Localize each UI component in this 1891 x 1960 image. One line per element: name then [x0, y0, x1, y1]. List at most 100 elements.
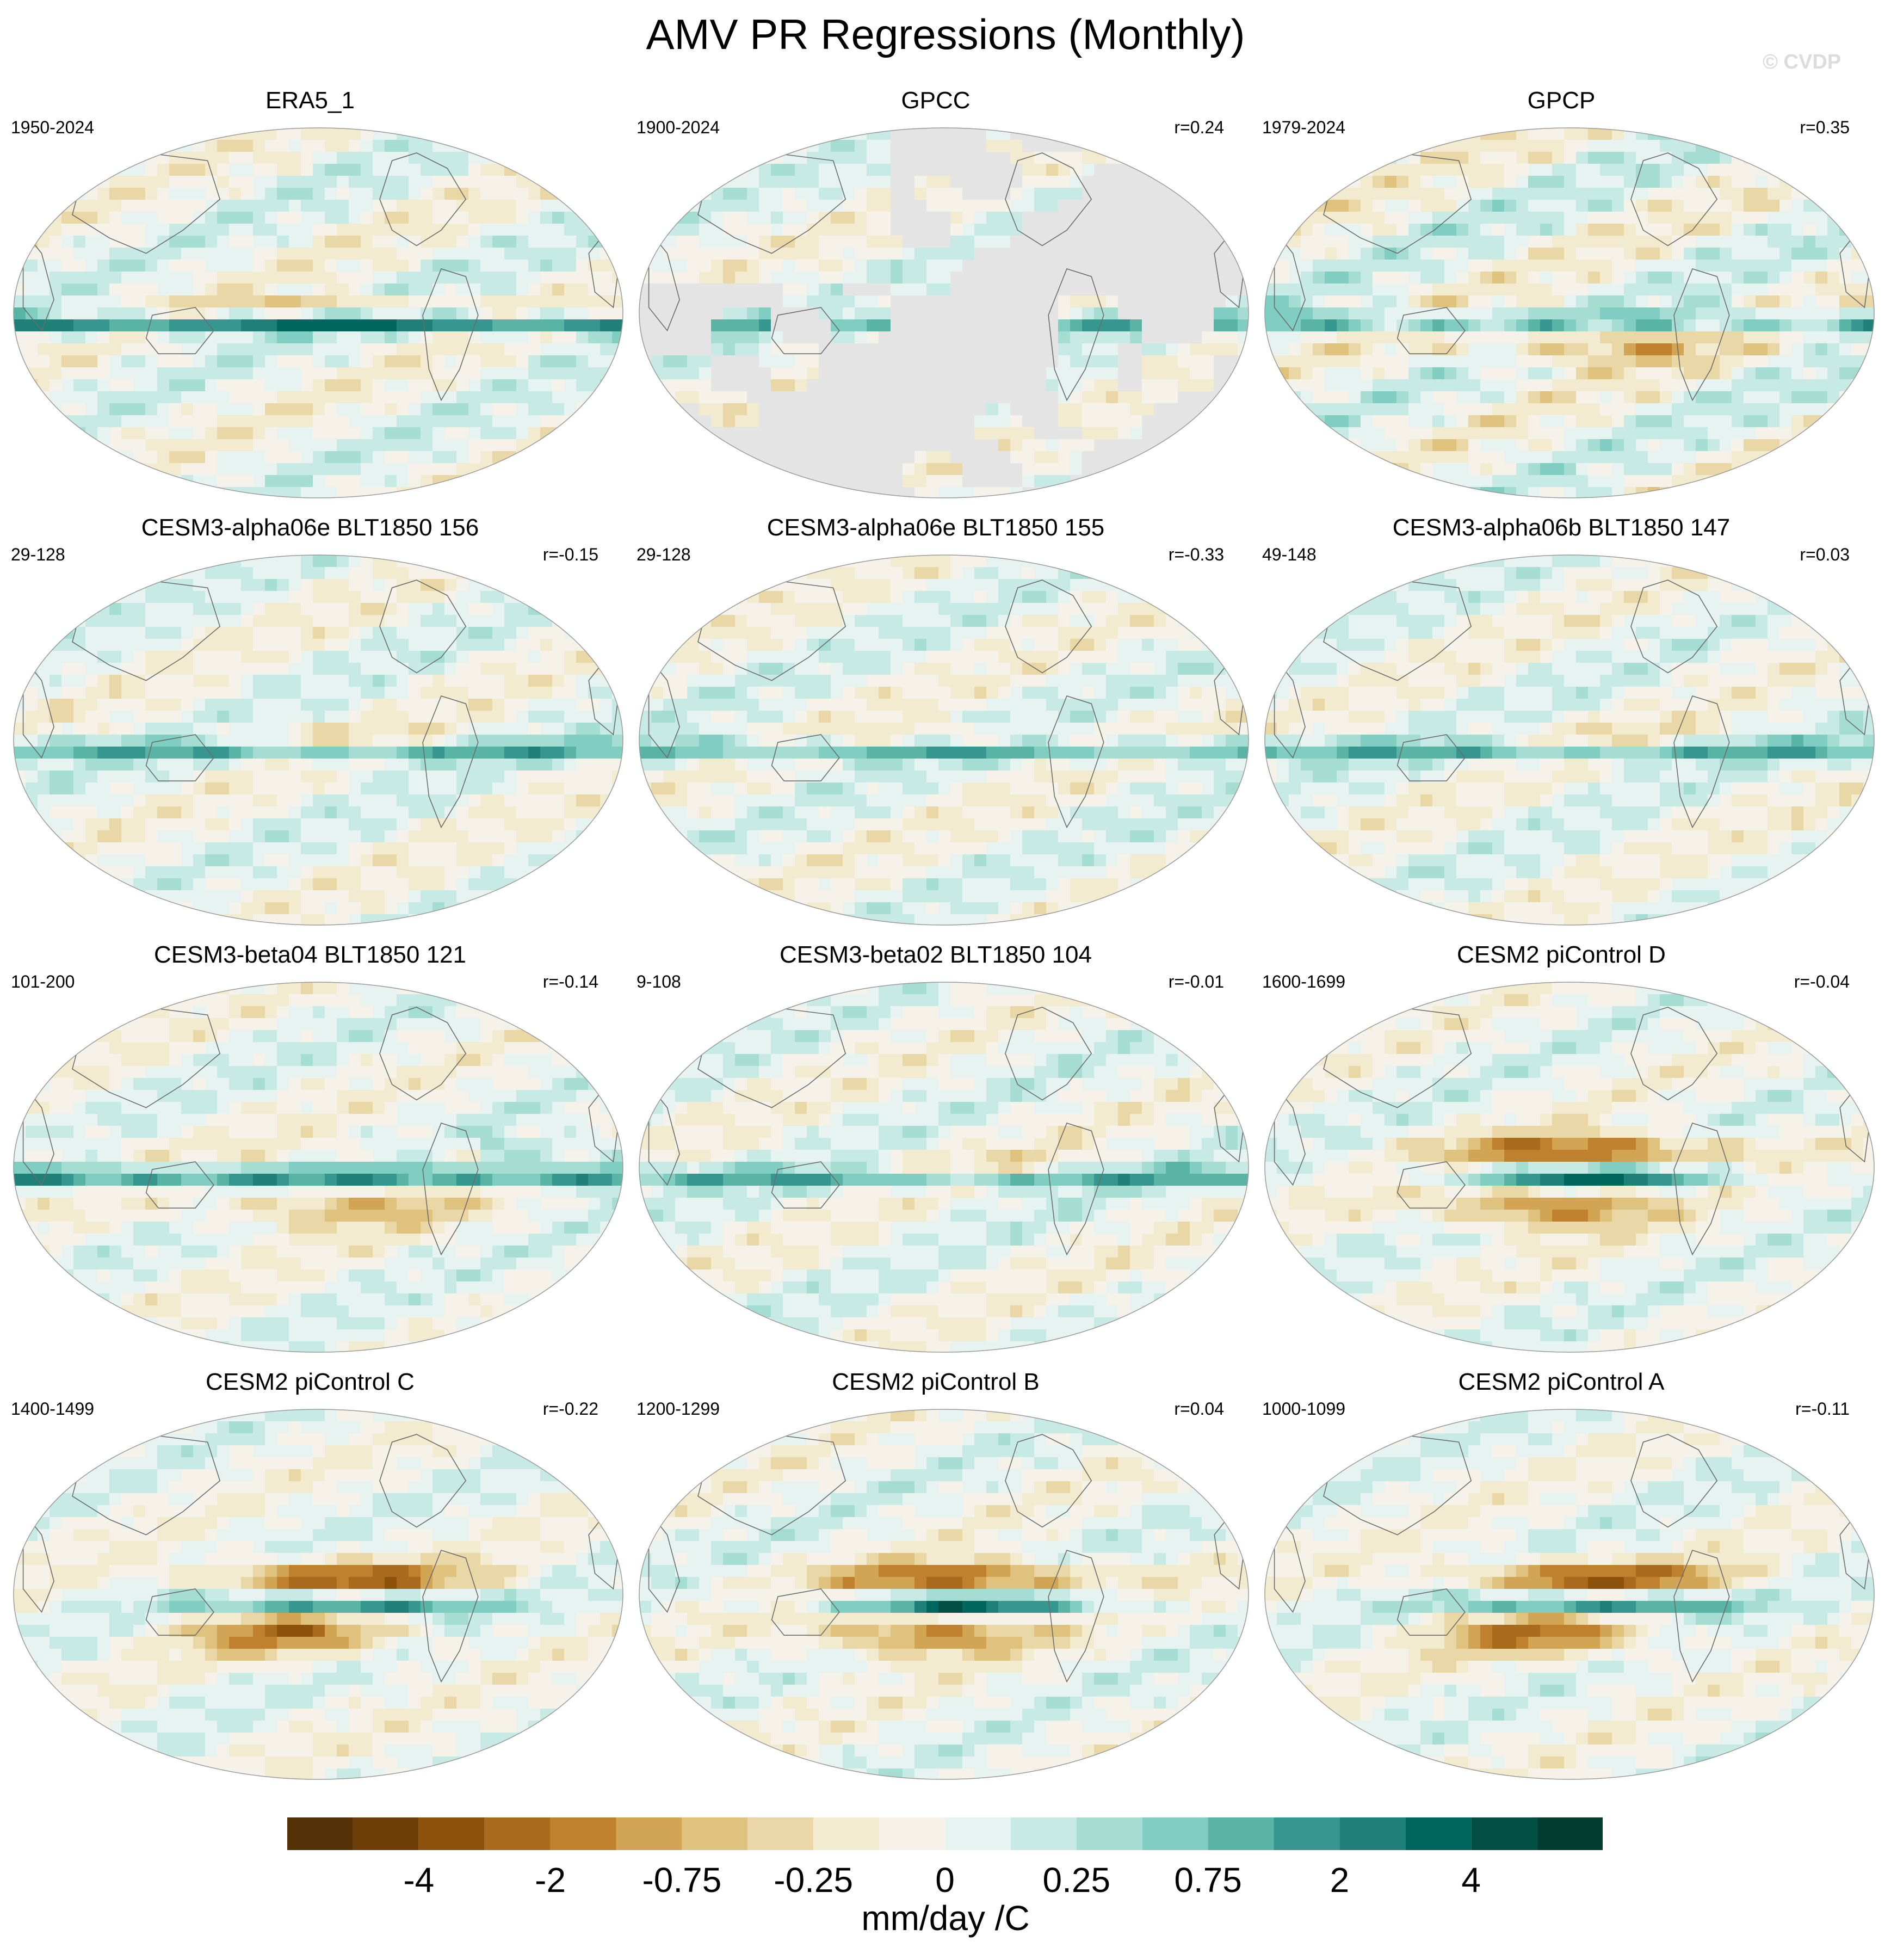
panel-period: 1900-2024 — [636, 118, 720, 137]
panel-period: 1400-1499 — [11, 1399, 95, 1419]
coastline — [422, 695, 479, 829]
colorbar-box — [616, 1817, 682, 1850]
map-panel: CESM2 piControl D 1600-1699 r=-0.04 — [1251, 941, 1875, 1360]
colorbar-box — [1339, 1817, 1406, 1850]
coastline — [1274, 1083, 1306, 1186]
map-outline — [639, 1409, 1249, 1780]
coastline — [1396, 734, 1466, 782]
panel-title: CESM3-beta04 BLT1850 121 — [154, 941, 466, 968]
map-panel: CESM2 piControl C 1400-1499 r=-0.22 — [0, 1369, 623, 1788]
coastline — [22, 1083, 54, 1186]
panel-map — [639, 1409, 1249, 1780]
map-panel: GPCP 1979-2024 r=0.35 — [1251, 87, 1875, 506]
colorbar-boxes — [287, 1817, 1603, 1850]
coastline — [422, 268, 479, 402]
coastline — [1673, 1550, 1730, 1683]
coastline — [697, 152, 846, 254]
regression-field — [14, 1409, 623, 1779]
coastline — [771, 734, 840, 782]
coastline — [1048, 1550, 1104, 1683]
map-panel: CESM2 piControl A 1000-1099 r=-0.11 — [1251, 1369, 1875, 1788]
panel-period: 1000-1099 — [1262, 1399, 1346, 1419]
map-panel: CESM3-beta04 BLT1850 121 101-200 r=-0.14 — [0, 941, 623, 1360]
colorbar-tick-label: 0 — [935, 1860, 955, 1900]
colorbar-box — [1405, 1817, 1472, 1850]
coastline — [22, 229, 54, 332]
panel-correlation: r=0.24 — [1174, 118, 1224, 137]
panel-period: 29-128 — [636, 545, 691, 564]
panel-title: CESM2 piControl A — [1458, 1369, 1665, 1395]
colorbar-tick-label: -2 — [535, 1860, 566, 1900]
colorbar-box — [418, 1817, 485, 1850]
panel-map — [1264, 1409, 1875, 1780]
map-outline — [13, 1409, 623, 1780]
panel-title: CESM2 piControl C — [206, 1369, 415, 1395]
colorbar-box — [813, 1817, 880, 1850]
coastline — [697, 1007, 846, 1108]
panel-map — [13, 1409, 623, 1780]
panel-map — [13, 127, 623, 498]
colorbar-tick-label: 2 — [1330, 1860, 1350, 1900]
panel-correlation: r=0.03 — [1800, 545, 1850, 564]
map-outline — [639, 554, 1249, 926]
panel-map — [13, 982, 623, 1353]
panel-period: 9-108 — [636, 972, 681, 991]
map-panel: CESM3-alpha06b BLT1850 147 49-148 r=0.03 — [1251, 514, 1875, 933]
panel-correlation: r=-0.11 — [1795, 1399, 1850, 1419]
panel-map — [639, 982, 1249, 1353]
coastline — [1048, 268, 1104, 402]
colorbar-tick-label: 0.25 — [1042, 1860, 1111, 1900]
coastline — [1396, 1161, 1466, 1209]
watermark: © CVDP — [1763, 51, 1841, 73]
coastline — [72, 580, 221, 681]
colorbar-tick-label: -0.75 — [642, 1860, 722, 1900]
coastline — [379, 580, 467, 674]
panel-title: CESM3-alpha06e BLT1850 155 — [767, 514, 1105, 541]
map-panel: CESM3-beta02 BLT1850 104 9-108 r=-0.01 — [626, 941, 1249, 1360]
coastline — [1274, 1510, 1306, 1613]
colorbar: -4 -2 -0.75 -0.25 0 0.25 0.75 2 4 mm/day /C — [0, 1817, 1891, 1960]
panel-title: GPCC — [901, 87, 971, 114]
coastline — [1630, 1007, 1718, 1101]
panel-period: 1979-2024 — [1262, 118, 1346, 137]
panel-map — [1264, 127, 1875, 498]
panel-title: CESM2 piControl D — [1457, 941, 1666, 968]
map-panel: ERA5_1 1950-2024 — [0, 87, 623, 506]
colorbar-box — [1274, 1817, 1340, 1850]
map-outline — [13, 982, 623, 1353]
coastline — [1630, 152, 1718, 246]
panel-title: ERA5_1 — [265, 87, 355, 114]
colorbar-tick-label: -0.25 — [774, 1860, 854, 1900]
panel-title: CESM3-beta02 BLT1850 104 — [780, 941, 1092, 968]
colorbar-box — [353, 1817, 419, 1850]
colorbar-tick-label: 4 — [1461, 1860, 1481, 1900]
panel-title: GPCP — [1527, 87, 1596, 114]
panel-map — [13, 554, 623, 926]
map-panel: CESM2 piControl B 1200-1299 r=0.04 — [626, 1369, 1249, 1788]
panel-title: CESM3-alpha06e BLT1850 156 — [141, 514, 479, 541]
coastline — [648, 656, 680, 759]
map-outline — [1264, 1409, 1875, 1780]
map-outline — [1264, 982, 1875, 1353]
coastline — [72, 1007, 221, 1108]
coastline — [1005, 1434, 1092, 1528]
panel-period: 101-200 — [11, 972, 75, 991]
coastline — [771, 307, 840, 355]
coastline — [1323, 152, 1472, 254]
map-outline — [13, 554, 623, 926]
colorbar-box — [484, 1817, 551, 1850]
panel-period: 1200-1299 — [636, 1399, 720, 1419]
coastline — [22, 656, 54, 759]
coastline — [1323, 580, 1472, 681]
colorbar-units: mm/day /C — [861, 1899, 1030, 1938]
coastline — [697, 580, 846, 681]
coastline — [1673, 1123, 1730, 1256]
colorbar-box — [1208, 1817, 1274, 1850]
colorbar-tick-label: -4 — [403, 1860, 435, 1900]
map-outline — [639, 982, 1249, 1353]
coastline — [422, 1550, 479, 1683]
panel-map — [639, 554, 1249, 926]
panel-correlation: r=-0.22 — [542, 1399, 598, 1419]
coastline — [1274, 229, 1306, 332]
coastline — [379, 1007, 467, 1101]
